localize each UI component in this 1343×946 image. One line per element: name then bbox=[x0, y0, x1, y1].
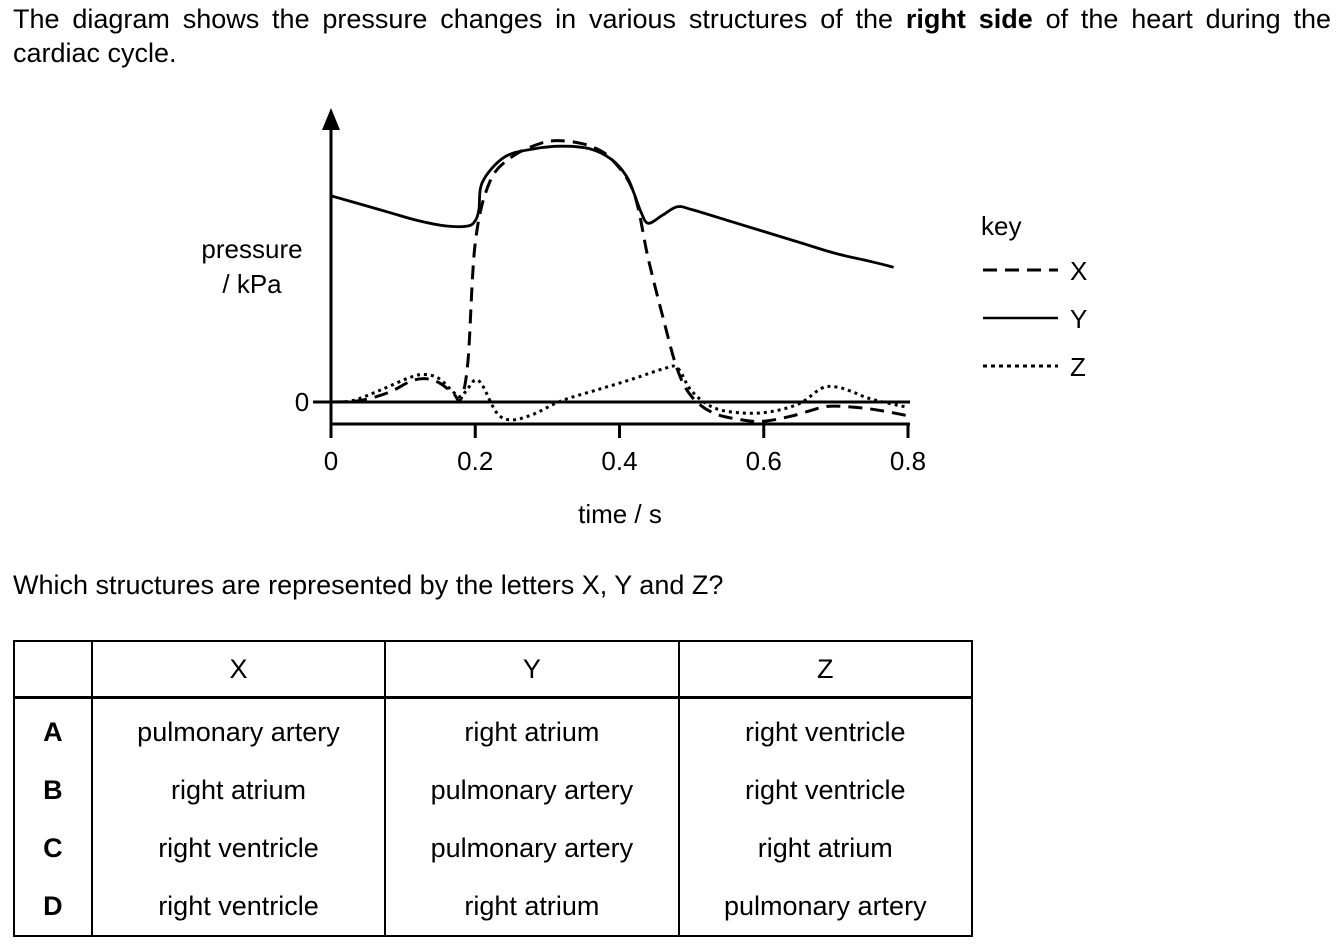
cell-z: pulmonary artery bbox=[677, 877, 974, 936]
pressure-chart: 0 0.2 0.4 0.6 0.8 0 pressure / kPa time / s … bbox=[201, 108, 1087, 529]
y-tick-label-0: 0 bbox=[295, 387, 309, 417]
question-text: Which structures are represented by the … bbox=[13, 570, 724, 600]
cell-z: right ventricle bbox=[677, 697, 974, 761]
x-tick-label: 0.4 bbox=[601, 446, 637, 476]
series-layer bbox=[330, 139, 909, 424]
cell-y: right atrium bbox=[384, 697, 680, 761]
legend-label-z: Z bbox=[1070, 352, 1086, 382]
legend-label-x: X bbox=[1070, 256, 1087, 286]
cell-y: pulmonary artery bbox=[384, 819, 680, 877]
x-tick-label: 0 bbox=[324, 446, 338, 476]
cell-z: right ventricle bbox=[677, 761, 974, 819]
cell-z: right atrium bbox=[677, 819, 974, 877]
legend: key X Y Z bbox=[981, 211, 1087, 382]
option-row-a[interactable]: A pulmonary artery right atrium right ve… bbox=[13, 697, 974, 761]
cell-x: right atrium bbox=[90, 761, 387, 819]
y-axis-label-line-2: / kPa bbox=[222, 269, 282, 299]
series-line-x bbox=[330, 139, 909, 424]
header-cell-y: Y bbox=[384, 641, 680, 699]
x-axis-label: time / s bbox=[578, 499, 662, 529]
y-axis-arrow bbox=[322, 108, 340, 130]
option-letter: B bbox=[13, 761, 93, 819]
option-row-c[interactable]: C right ventricle pulmonary artery right… bbox=[13, 819, 974, 877]
series-line-z bbox=[330, 364, 909, 422]
legend-title: key bbox=[981, 211, 1021, 241]
y-axis-label-line-1: pressure bbox=[201, 234, 302, 264]
option-letter: C bbox=[13, 819, 93, 877]
question-intro: The diagram shows the pressure changes i… bbox=[13, 2, 1331, 70]
option-row-d[interactable]: D right ventricle right atrium pulmonary… bbox=[13, 877, 974, 936]
intro-bold-text: right side bbox=[905, 4, 1033, 34]
option-letter: A bbox=[13, 697, 93, 761]
option-row-b[interactable]: B right atrium pulmonary artery right ve… bbox=[13, 761, 974, 819]
x-tick-label: 0.6 bbox=[746, 446, 782, 476]
cell-x: right ventricle bbox=[90, 877, 387, 936]
header-cell-x: X bbox=[90, 641, 387, 699]
header-cell-z: Z bbox=[677, 641, 974, 699]
answer-table: X Y Z A pulmonary artery right atrium ri… bbox=[13, 640, 974, 937]
header-cell-blank bbox=[13, 641, 93, 699]
legend-label-y: Y bbox=[1070, 304, 1087, 334]
intro-text-1: The diagram shows the pressure changes i… bbox=[13, 4, 906, 34]
cell-y: pulmonary artery bbox=[384, 761, 680, 819]
table-header-row: X Y Z bbox=[13, 641, 974, 699]
x-tick-label: 0.2 bbox=[457, 446, 493, 476]
x-tick-label: 0.8 bbox=[890, 446, 926, 476]
cell-x: pulmonary artery bbox=[90, 697, 387, 761]
cell-y: right atrium bbox=[384, 877, 680, 936]
intro-text-2: of the heart during the cardiac cycle. bbox=[13, 4, 1332, 68]
option-letter: D bbox=[13, 877, 93, 936]
cell-x: right ventricle bbox=[90, 819, 387, 877]
series-line-y bbox=[330, 144, 894, 269]
